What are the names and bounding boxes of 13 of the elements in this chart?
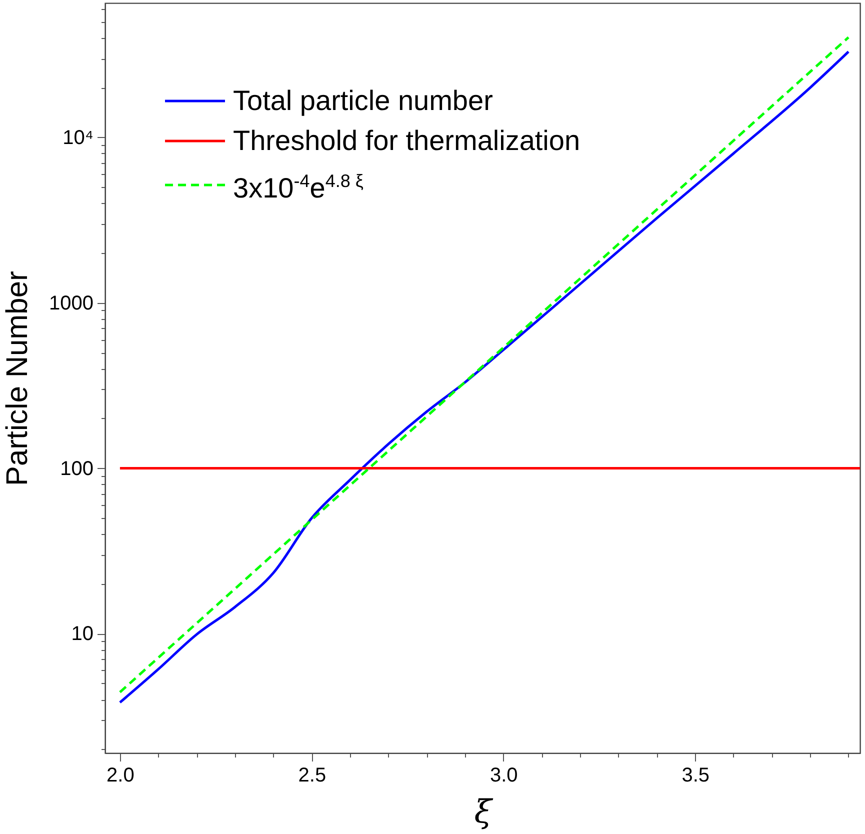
- legend-label: Threshold for thermalization: [233, 124, 580, 158]
- y-axis-title: Particle Number: [1, 270, 34, 486]
- x-axis-title: ξ: [474, 792, 494, 830]
- x-tick-label: 2.0: [106, 764, 134, 786]
- y-tick-label: 1000: [49, 292, 94, 314]
- y-tick-label: 100: [60, 458, 94, 480]
- legend-label: 3x10$^{-4}$e$^{4.8 ξ}$: [233, 170, 364, 206]
- x-tick-label: 2.5: [298, 764, 326, 786]
- x-tick-label: 3.5: [682, 764, 710, 786]
- y-tick-label: 10⁴: [62, 126, 94, 149]
- x-tick-label: 3.0: [490, 764, 518, 786]
- legend-label: Total particle number: [233, 84, 493, 118]
- y-tick-label: 10: [71, 623, 94, 646]
